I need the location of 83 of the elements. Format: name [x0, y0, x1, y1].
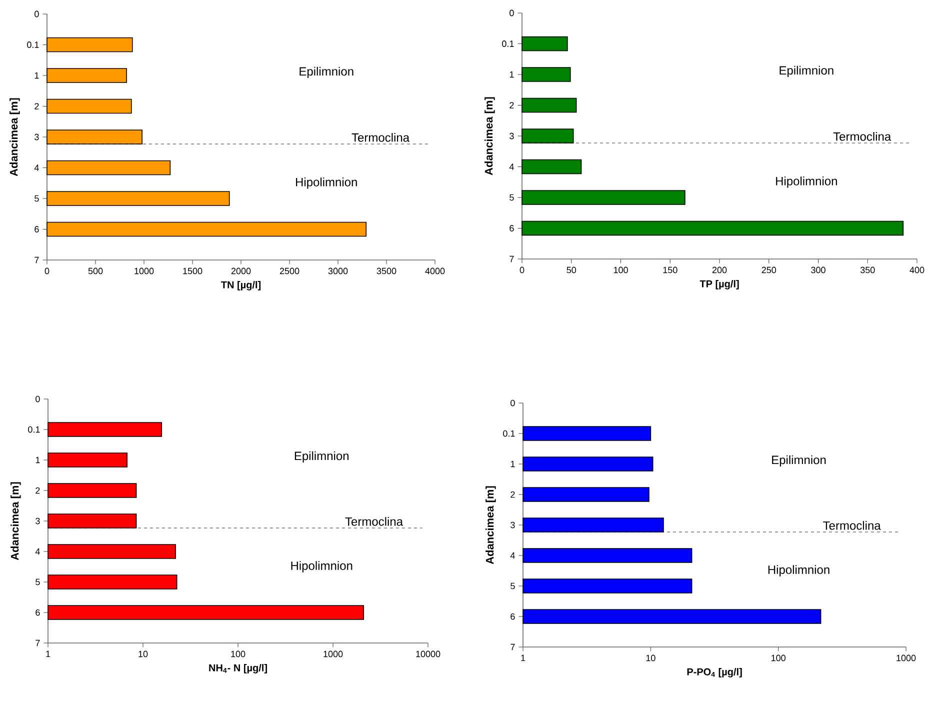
- x-tick-label: 50: [566, 266, 576, 274]
- ref-line-label: Termoclina: [352, 132, 410, 142]
- y-tick-label: 4: [34, 164, 39, 171]
- y-tick-label: 5: [510, 194, 514, 201]
- y-tick-label: 0: [34, 10, 39, 18]
- x-tick-label: 1000: [134, 268, 154, 274]
- y-tick-label: 7: [510, 256, 514, 262]
- annotation: Epilimnion: [294, 451, 348, 463]
- y-tick-label: 2: [34, 103, 39, 110]
- x-tick-label: 2000: [231, 268, 251, 274]
- y-axis-title: Adancimea [m]: [486, 486, 496, 564]
- x-axis-title: TN [µg/l]: [221, 281, 261, 290]
- y-tick-label: 2: [36, 487, 40, 494]
- y-tick-label: 7: [34, 256, 39, 264]
- x-tick-label: 0: [520, 266, 524, 274]
- y-tick-label: 3: [510, 522, 515, 528]
- y-tick-label: 4: [509, 164, 514, 170]
- annotation: Epilimnion: [772, 455, 826, 467]
- y-axis-title: Adancimea [m]: [10, 98, 20, 176]
- y-tick-label: 3: [510, 132, 514, 140]
- y-tick-label: 4: [35, 548, 40, 555]
- y-tick-label: 1: [36, 456, 40, 464]
- x-tick-label: 400: [910, 266, 924, 274]
- y-tick-label: 0: [510, 10, 514, 16]
- y-tick-label: 6: [36, 609, 40, 616]
- x-tick-label: 500: [88, 268, 103, 274]
- x-tick-label: 350: [860, 266, 875, 274]
- y-tick-label: 6: [510, 613, 515, 620]
- y-tick-label: 7: [510, 644, 515, 650]
- y-axis-title: Adancimea [m]: [484, 97, 495, 176]
- x-tick-label: 1: [46, 650, 50, 657]
- x-tick-label: 200: [712, 266, 727, 274]
- x-tick-label: 1000: [324, 650, 343, 658]
- x-tick-label: 4000: [425, 268, 445, 274]
- x-tick-label: 3000: [328, 268, 348, 274]
- x-axis-title: P-PO$_{4}$ [µg/l]: [687, 668, 742, 678]
- y-axis-title: Adancimea [m]: [10, 482, 21, 560]
- x-axis-title: NH$_{4}$- N [µg/l]: [209, 664, 267, 674]
- x-tick-label: 100: [231, 650, 246, 658]
- y-tick-label: 0: [36, 396, 40, 402]
- y-tick-label: 1: [510, 460, 515, 468]
- annotation: Hipolimnion: [768, 565, 830, 576]
- x-tick-label: 250: [762, 266, 776, 274]
- annotation: Hipolimnion: [296, 178, 357, 189]
- annotation: Hipolimnion: [291, 561, 352, 572]
- x-tick-label: 100: [772, 654, 786, 662]
- x-tick-label: 0: [44, 268, 50, 274]
- ref-line-label: Termoclina: [833, 132, 892, 141]
- x-tick-label: 150: [663, 266, 678, 274]
- y-tick-label: 5: [510, 582, 515, 590]
- y-tick-label: 3: [34, 134, 39, 140]
- x-tick-label: 1000: [896, 654, 916, 662]
- y-tick-label: 5: [36, 578, 40, 586]
- x-tick-label: 2500: [280, 268, 300, 274]
- x-tick-label: 10000: [416, 650, 440, 658]
- y-tick-label: 1: [510, 71, 514, 78]
- annotation: Hipolimnion: [776, 176, 837, 188]
- y-tick-label: 6: [34, 226, 39, 232]
- y-tick-label: 3: [36, 518, 40, 524]
- x-tick-label: 10: [138, 650, 148, 658]
- ref-line-label: Termoclina: [823, 521, 881, 530]
- x-tick-label: 10: [646, 654, 656, 662]
- x-tick-label: 3500: [376, 268, 396, 274]
- y-tick-label: 0.1: [502, 40, 514, 47]
- y-tick-label: 2: [510, 102, 514, 108]
- x-tick-label: 100: [614, 266, 628, 274]
- y-tick-label: 4: [510, 552, 515, 559]
- x-tick-label: 300: [811, 266, 826, 274]
- y-tick-label: 1: [34, 72, 39, 79]
- y-tick-label: 7: [36, 640, 40, 646]
- ref-line-label: Termoclina: [345, 517, 403, 526]
- y-tick-label: 5: [34, 195, 39, 202]
- y-tick-label: 0.1: [27, 42, 39, 48]
- x-axis-title: TP [µg/l]: [700, 280, 739, 290]
- y-tick-label: 0.1: [28, 426, 40, 433]
- annotation: Epilimnion: [300, 66, 354, 78]
- y-tick-label: 6: [510, 225, 514, 232]
- y-tick-label: 0.1: [503, 430, 515, 437]
- y-tick-label: 0: [510, 400, 515, 406]
- y-tick-label: 2: [510, 491, 515, 498]
- annotation: Epilimnion: [780, 66, 834, 78]
- x-tick-label: 1500: [183, 268, 202, 274]
- x-tick-label: 1: [521, 654, 526, 661]
